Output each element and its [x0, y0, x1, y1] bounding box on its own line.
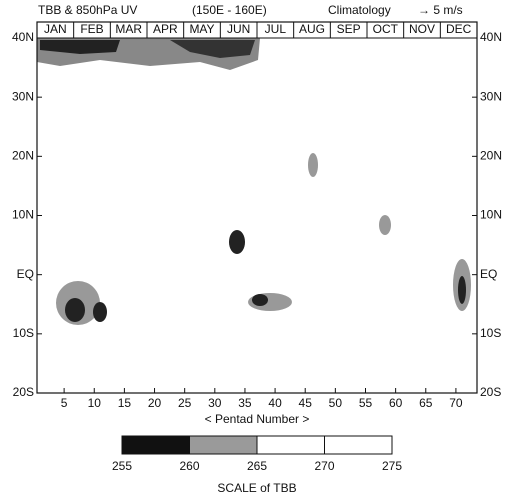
month-label: DEC [446, 22, 472, 36]
x-tick-label: 70 [449, 396, 463, 410]
y-tick-label: 40N [12, 30, 34, 44]
chart-subtitle: (150E - 160E) [192, 3, 267, 17]
x-tick-label: 25 [178, 396, 192, 410]
x-tick-label: 40 [268, 396, 282, 410]
colorbar-tick-label: 260 [179, 459, 199, 473]
y-tick-label-right: 10N [480, 208, 502, 222]
y-tick-label-right: 30N [480, 89, 502, 103]
colorbar-segment [256, 435, 325, 455]
x-tick-label: 5 [61, 396, 68, 410]
y-tick-label: 10N [12, 208, 34, 222]
plot-frame [36, 21, 478, 394]
y-tick-label-right: 10S [480, 326, 501, 340]
x-tick-label: 65 [419, 396, 433, 410]
vector-scale: → 5 m/s [418, 3, 463, 17]
y-tick-label-right: 20N [480, 149, 502, 163]
colorbar-tick-label: 275 [382, 459, 402, 473]
month-label: JUL [265, 22, 287, 36]
x-tick-label: 20 [148, 396, 162, 410]
colorbar-label: SCALE of TBB [217, 481, 296, 495]
month-label: OCT [373, 22, 399, 36]
month-label: MAY [189, 22, 214, 36]
month-label: APR [153, 22, 178, 36]
y-tick-label: 10S [13, 326, 34, 340]
month-label: MAR [115, 22, 142, 36]
y-tick-label: 20N [12, 149, 34, 163]
month-label: JUN [227, 22, 250, 36]
month-label: AUG [299, 22, 325, 36]
x-tick-label: 50 [329, 396, 343, 410]
month-label: NOV [409, 22, 435, 36]
colorbar-segment [121, 435, 190, 455]
x-tick-label: 60 [389, 396, 403, 410]
field-decoration [37, 38, 471, 325]
x-tick-label: 30 [208, 396, 222, 410]
y-tick-label: EQ [17, 267, 34, 281]
month-label: FEB [80, 22, 103, 36]
x-tick-label: 55 [359, 396, 373, 410]
colorbar-tick-label: 255 [112, 459, 132, 473]
y-tick-label-right: 20S [480, 385, 501, 399]
y-tick-label-right: EQ [480, 267, 497, 281]
colorbar-segment [324, 435, 393, 455]
y-tick-label: 30N [12, 89, 34, 103]
colorbar-segment [189, 435, 258, 455]
x-axis-label: < Pentad Number > [205, 412, 310, 426]
y-tick-label: 20S [13, 385, 34, 399]
y-tick-label-right: 40N [480, 30, 502, 44]
month-label: JAN [44, 22, 67, 36]
x-tick-label: 15 [118, 396, 132, 410]
colorbar-tick-label: 270 [314, 459, 334, 473]
month-label: SEP [337, 22, 361, 36]
annotation: Climatology [328, 3, 391, 17]
x-tick-label: 35 [238, 396, 252, 410]
x-tick-label: 10 [88, 396, 102, 410]
colorbar-tick-label: 265 [247, 459, 267, 473]
x-tick-label: 45 [299, 396, 313, 410]
chart-title: TBB & 850hPa UV [38, 3, 137, 17]
